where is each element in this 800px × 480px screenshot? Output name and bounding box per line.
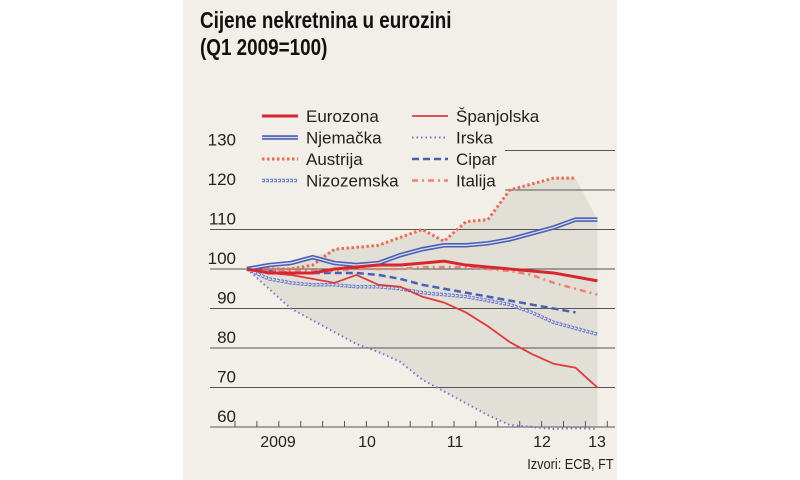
y-tick-label: 100: [208, 249, 236, 268]
y-tick-label: 120: [208, 170, 236, 189]
source-note: Izvori: ECB, FT: [527, 456, 614, 473]
series-line-inner: [246, 268, 598, 335]
legend-item: Irska: [412, 129, 493, 148]
legend-item: Nizozemska: [262, 172, 399, 191]
series-italija: [246, 265, 598, 296]
chart-title: Cijene nekretnina u eurozini: [200, 7, 452, 33]
series-austrija: [247, 176, 576, 271]
chart-subtitle: (Q1 2009=100): [200, 34, 328, 60]
series-njemačka: [246, 217, 598, 272]
y-tick-label: 60: [217, 407, 236, 426]
x-tick-label: 11: [447, 434, 464, 451]
series-line: [246, 267, 576, 314]
legend-label: Cipar: [456, 150, 497, 169]
legend-item: Eurozona: [262, 107, 379, 126]
x-tick-label: 13: [588, 434, 606, 451]
legend-item: Austrija: [262, 150, 363, 169]
y-tick-label: 70: [217, 368, 236, 387]
y-tick-label: 80: [217, 328, 236, 347]
y-tick-label: 130: [208, 131, 236, 150]
range-shading: [247, 178, 598, 427]
legend-label: Irska: [456, 129, 493, 148]
series-cipar: [246, 267, 576, 314]
x-tick-label: 2009: [260, 434, 296, 451]
x-tick-label: 12: [533, 434, 551, 451]
series-line: [246, 265, 598, 296]
y-tick-label: 90: [217, 289, 236, 308]
series-nizozemska: [246, 267, 598, 336]
x-tick-label: 10: [358, 434, 376, 451]
legend-label: Eurozona: [306, 107, 379, 126]
y-tick-label: 110: [209, 210, 236, 229]
legend-item: Njemačka: [262, 129, 382, 148]
legend-label: Španjolska: [456, 107, 540, 126]
legend-item: Italija: [412, 172, 496, 191]
series-španjolska: [246, 268, 599, 389]
legend-label: Austrija: [306, 150, 363, 169]
legend-label: Njemačka: [306, 129, 382, 148]
legend-item: Cipar: [412, 150, 497, 169]
series-line-inner: [246, 218, 598, 270]
series-line: [246, 259, 598, 283]
legend-item: Španjolska: [412, 107, 540, 126]
legend-label: Nizozemska: [306, 172, 399, 191]
series-line: [247, 176, 576, 271]
legend-label: Italija: [456, 172, 496, 191]
series-line: [246, 268, 599, 389]
series-eurozona: [246, 259, 598, 283]
